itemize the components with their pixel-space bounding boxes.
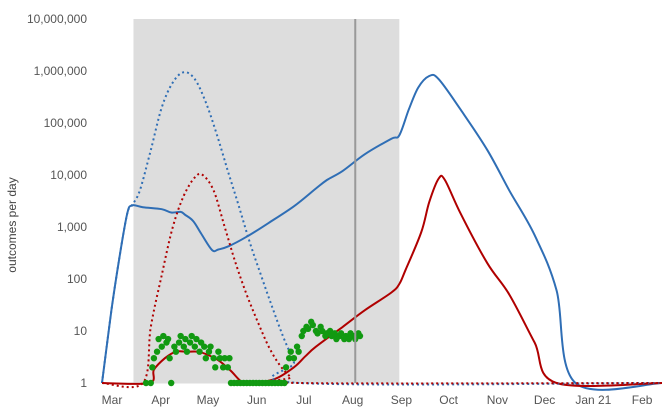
y-tick-label: 10,000	[50, 168, 87, 182]
scatter-point	[149, 364, 156, 371]
scatter-point	[210, 354, 217, 362]
scatter-point	[281, 379, 288, 387]
scatter-point	[326, 327, 334, 335]
y-tick-label: 100,000	[44, 116, 88, 130]
y-tick-label: 1,000,000	[34, 64, 88, 78]
scatter-point	[224, 364, 232, 371]
y-tick-label: 1,000	[57, 220, 87, 234]
scatter-point	[212, 364, 219, 371]
scatter-point	[183, 348, 191, 355]
scatter-point	[201, 343, 208, 350]
x-tick-label: Sep	[391, 393, 413, 407]
x-tick-label: Jun	[247, 393, 266, 407]
x-tick-label: Jan 21	[575, 393, 611, 407]
scatter-point	[155, 335, 162, 343]
scatter-point	[193, 335, 200, 343]
y-tick-label: 1	[80, 376, 87, 390]
scatter-point	[171, 343, 178, 350]
scatter-point	[295, 348, 302, 355]
scatter-point	[290, 354, 298, 362]
scatter-point	[287, 348, 294, 355]
shaded-region	[133, 19, 400, 383]
scatter-point	[180, 343, 187, 350]
scatter-point	[221, 354, 228, 362]
scatter-point	[172, 348, 180, 355]
scatter-point	[205, 348, 213, 355]
y-axis-label: outcomes per day	[5, 177, 19, 272]
scatter-point	[319, 327, 326, 335]
scatter-point	[298, 332, 305, 340]
scatter-point	[191, 343, 199, 350]
scatter-point	[182, 335, 189, 343]
scatter-point	[186, 339, 194, 346]
x-tick-label: Oct	[439, 393, 458, 407]
scatter-point	[188, 332, 195, 340]
scatter-point	[215, 348, 222, 355]
scatter-point	[160, 332, 167, 340]
scatter-point	[153, 348, 161, 355]
scatter-point	[282, 364, 290, 371]
x-tick-label: Nov	[487, 393, 508, 407]
scatter-point	[175, 339, 183, 346]
scatter-point	[309, 321, 316, 329]
scatter-point	[177, 332, 184, 340]
scatter-point	[314, 330, 321, 337]
y-tick-label: 10,000,000	[27, 12, 87, 26]
scatter-point	[202, 354, 210, 362]
scatter-point	[150, 354, 158, 362]
scatter-point	[158, 343, 165, 350]
scatter-point	[219, 364, 227, 371]
x-tick-label: Feb	[632, 393, 653, 407]
scatter-point	[345, 335, 353, 343]
scatter-point	[285, 354, 293, 362]
y-tick-label: 100	[67, 272, 87, 286]
scatter-point	[147, 379, 154, 387]
scatter-point	[293, 343, 301, 350]
scatter-point	[168, 379, 175, 387]
y-tick-label: 10	[74, 324, 88, 338]
scatter-point	[331, 330, 339, 337]
x-tick-label: Jul	[296, 393, 311, 407]
x-tick-label: Aug	[342, 393, 363, 407]
scatter-point	[356, 332, 364, 340]
scatter-point	[207, 343, 214, 350]
scatter-point	[164, 335, 172, 343]
x-tick-label: May	[197, 393, 220, 407]
scatter-point	[166, 354, 173, 362]
x-tick-label: Apr	[151, 393, 170, 407]
series-line-1	[101, 73, 663, 391]
scatter-point	[337, 330, 345, 337]
scatter-point	[216, 354, 224, 362]
x-tick-label: Mar	[102, 393, 123, 407]
scatter-point	[226, 354, 233, 362]
scatter-point	[304, 325, 312, 333]
scatter-point	[196, 348, 203, 355]
scatter-point	[142, 379, 150, 387]
x-tick-label: Dec	[534, 393, 555, 407]
